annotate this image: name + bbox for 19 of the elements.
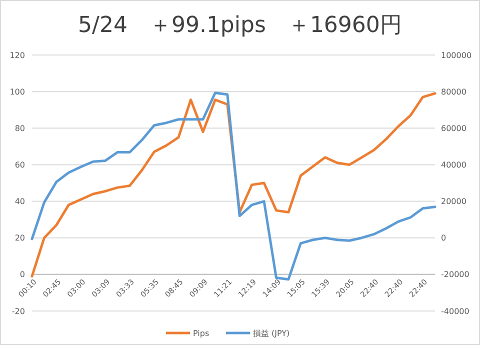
y-tick-label: 80	[14, 124, 25, 133]
y2-tick-label: 0	[441, 234, 446, 243]
y-tick-label: 20	[14, 234, 25, 243]
y-tick-label: 40	[14, 197, 25, 206]
y2-tick-label: -40000	[441, 306, 470, 316]
chart-title: 5/24 ＋99.1pips ＋16960円	[78, 13, 402, 38]
y-tick-label: -20	[12, 306, 25, 316]
legend-label: 損益 (JPY)	[253, 328, 290, 338]
y2-tick-label: 40000	[441, 160, 466, 170]
y2-tick-label: 60000	[441, 124, 466, 133]
y-tick-label: 120	[10, 50, 25, 60]
y2-tick-label: 20000	[441, 197, 466, 206]
y-tick-label: 60	[14, 160, 25, 170]
y-tick-label: 100	[10, 87, 25, 96]
y-tick-label: 0	[20, 270, 25, 280]
y2-tick-label: 100000	[441, 50, 472, 60]
y2-tick-label: 80000	[441, 87, 466, 96]
legend-label: Pips	[193, 328, 210, 338]
y2-tick-label: -20000	[441, 270, 470, 280]
